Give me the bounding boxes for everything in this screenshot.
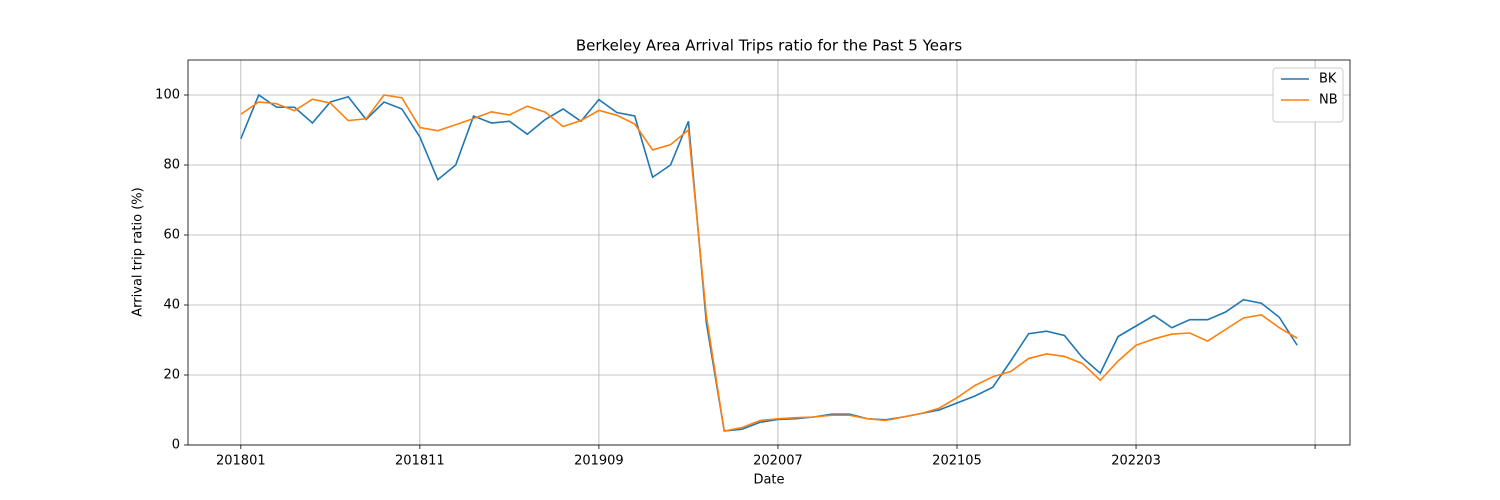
line-series	[240, 93, 1298, 432]
x-axis-label: Date	[753, 473, 784, 488]
chart-title: Berkeley Area Arrival Trips ratio for th…	[576, 37, 963, 55]
legend-box	[1272, 67, 1344, 123]
y-tick-label: 100	[155, 88, 180, 103]
y-tick-label: 80	[163, 158, 180, 173]
y-tick-label: 0	[172, 438, 180, 453]
x-tick-label: 201909	[574, 454, 624, 469]
x-tick-label: 201811	[395, 454, 445, 469]
legend-label: NB	[1319, 93, 1338, 108]
x-tick-label: 202007	[753, 454, 803, 469]
x-tick-label: 201801	[216, 454, 266, 469]
y-tick-label: 40	[163, 298, 180, 313]
x-tick-label: 202203	[1111, 454, 1161, 469]
x-tick-label: 202105	[932, 454, 982, 469]
y-tick-label: 20	[163, 368, 180, 383]
line-series	[240, 94, 1298, 432]
y-axis-label: Arrival trip ratio (%)	[131, 187, 146, 316]
legend-label: BK	[1319, 72, 1337, 87]
y-tick-label: 60	[163, 228, 180, 243]
plot-frame	[187, 59, 1351, 446]
